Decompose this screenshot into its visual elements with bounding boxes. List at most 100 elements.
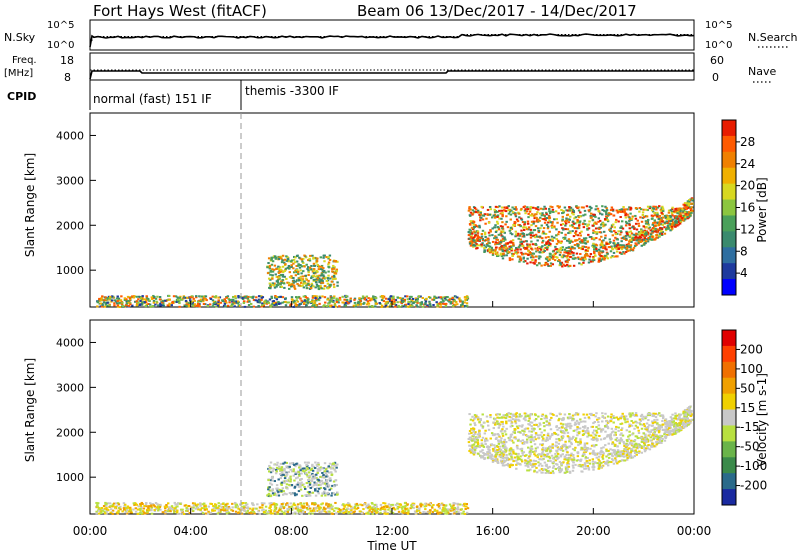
range-cell — [191, 502, 195, 505]
range-cell — [242, 297, 245, 300]
range-cell — [295, 255, 299, 258]
range-cell — [206, 305, 210, 308]
range-cell — [677, 221, 680, 224]
range-cell — [236, 300, 239, 303]
range-cell — [484, 246, 488, 249]
range-cell — [116, 304, 120, 307]
range-cell — [294, 465, 297, 468]
range-cell — [104, 303, 108, 306]
range-cell — [173, 501, 176, 504]
range-cell — [270, 263, 274, 266]
range-cell — [580, 230, 583, 233]
range-cell — [620, 226, 623, 229]
range-cell — [548, 212, 552, 215]
range-cell — [297, 272, 300, 275]
range-cell — [445, 508, 448, 511]
range-cell — [502, 230, 505, 233]
range-cell — [689, 208, 693, 211]
range-cell — [686, 216, 689, 219]
range-cell — [375, 503, 378, 506]
range-cell — [257, 304, 260, 307]
range-cell — [306, 297, 309, 300]
range-cell — [603, 244, 606, 247]
range-cell — [410, 303, 413, 306]
range-cell — [337, 301, 340, 304]
range-cell — [651, 215, 655, 218]
range-cell — [616, 243, 620, 246]
range-cell — [202, 300, 205, 303]
range-cell — [390, 509, 393, 512]
range-cell — [179, 295, 182, 298]
range-cell — [334, 277, 337, 280]
range-cell — [126, 295, 130, 298]
range-cell — [682, 219, 685, 222]
range-cell — [455, 510, 459, 513]
range-cell — [295, 260, 299, 263]
range-cell — [306, 266, 310, 269]
range-cell — [310, 480, 314, 483]
range-cell — [442, 504, 445, 507]
range-cell — [212, 507, 216, 510]
range-cell — [288, 465, 291, 468]
range-cell — [586, 240, 589, 243]
range-cell — [671, 222, 674, 225]
range-cell — [509, 228, 512, 231]
range-cell — [615, 247, 618, 250]
range-cell — [656, 231, 659, 234]
range-cell — [532, 220, 535, 223]
range-cell — [611, 255, 614, 258]
range-cell — [211, 305, 215, 308]
range-cell — [570, 251, 574, 254]
range-cell — [506, 207, 509, 210]
range-cell — [565, 217, 568, 220]
range-cell — [363, 301, 366, 304]
range-cell — [307, 475, 310, 478]
range-cell — [568, 264, 572, 267]
range-cell — [511, 206, 514, 209]
range-cell — [438, 511, 441, 514]
range-cell — [507, 209, 510, 212]
range-cell — [483, 244, 486, 247]
range-cell — [488, 234, 491, 237]
range-cell — [519, 241, 522, 244]
range-cell — [541, 442, 545, 445]
range-cell — [316, 274, 319, 277]
range-cell — [488, 455, 491, 458]
range-cell — [537, 208, 540, 211]
range-cell — [467, 231, 470, 234]
range-cell — [612, 223, 615, 226]
range-cell — [640, 244, 643, 247]
range-cell — [483, 247, 486, 250]
range-cell — [506, 252, 509, 255]
range-cell — [315, 484, 318, 487]
range-cell — [122, 502, 126, 505]
range-cell — [106, 502, 109, 505]
range-cell — [330, 300, 333, 303]
range-cell — [679, 211, 682, 214]
range-cell — [586, 228, 589, 231]
range-cell — [176, 509, 179, 512]
range-cell — [635, 421, 638, 424]
range-cell — [539, 207, 543, 210]
range-cell — [447, 512, 450, 515]
range-cell — [137, 301, 140, 304]
range-cell — [549, 244, 552, 247]
range-cell — [660, 233, 664, 236]
range-cell — [605, 241, 608, 244]
range-cell — [242, 505, 246, 508]
range-cell — [139, 503, 142, 506]
range-cell — [398, 506, 401, 509]
range-cell — [549, 264, 552, 267]
range-cell — [107, 295, 111, 298]
range-cell — [281, 471, 284, 474]
range-cell — [539, 227, 542, 230]
range-cell — [325, 511, 328, 514]
range-cell — [523, 221, 527, 224]
range-cell — [553, 236, 556, 239]
range-cell — [611, 234, 615, 237]
range-cell — [311, 299, 314, 302]
range-cell — [612, 251, 616, 254]
range-cell — [571, 220, 575, 223]
range-cell — [462, 510, 465, 513]
